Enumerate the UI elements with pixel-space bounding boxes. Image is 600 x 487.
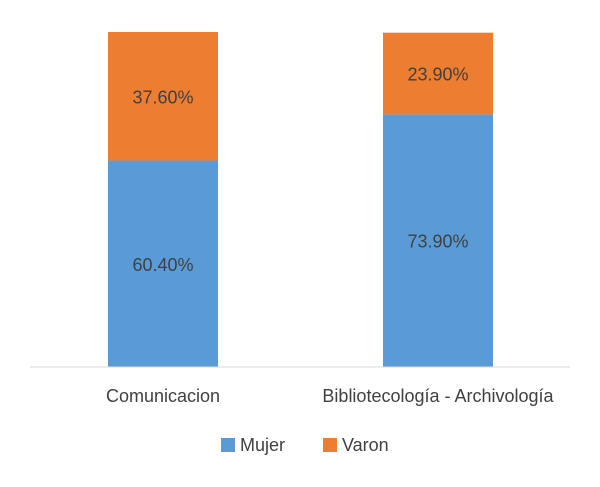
data-label-varon-bibliotecologia-archivologia: 23.90%: [407, 65, 468, 85]
legend-swatch-mujer: [221, 438, 235, 452]
data-label-varon-comunicacion: 37.60%: [132, 87, 193, 107]
legend-swatch-varon: [323, 438, 337, 452]
data-labels-group: 60.40% 37.60% 73.90% 23.90%: [132, 65, 468, 275]
category-label-bibliotecologia-archivologia: Bibliotecología - Archivología: [322, 386, 554, 406]
category-labels-group: Comunicacion Bibliotecología - Archivolog…: [106, 386, 555, 406]
bars-group: [108, 32, 493, 367]
legend: Mujer Varon: [221, 435, 389, 455]
legend-label-mujer: Mujer: [240, 435, 285, 455]
bar-varon-bibliotecologia-archivologia: [383, 32, 493, 115]
bar-mujer-bibliotecologia-archivologia: [383, 114, 493, 367]
data-label-mujer-comunicacion: 60.40%: [132, 255, 193, 275]
category-label-comunicacion: Comunicacion: [106, 386, 220, 406]
bar-mujer-comunicacion: [108, 160, 218, 367]
legend-label-varon: Varon: [342, 435, 389, 455]
data-label-mujer-bibliotecologia-archivologia: 73.90%: [407, 232, 468, 252]
bar-varon-comunicacion: [108, 32, 218, 161]
